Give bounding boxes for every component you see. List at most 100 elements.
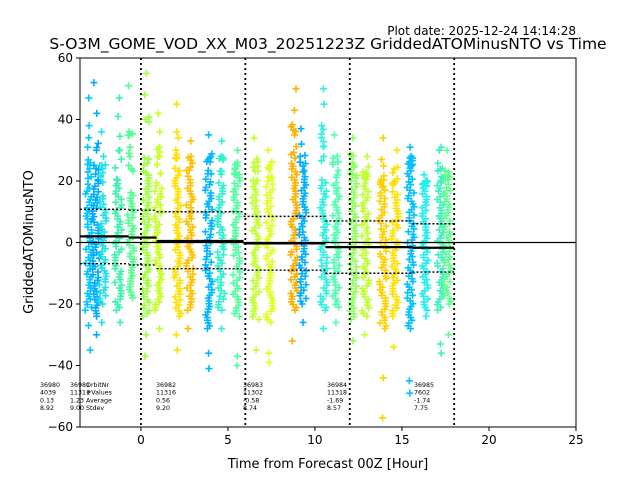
data-point bbox=[97, 128, 105, 136]
data-point bbox=[423, 193, 431, 201]
data-point bbox=[323, 254, 331, 262]
stripe bbox=[287, 85, 301, 345]
data-point bbox=[96, 289, 104, 297]
data-point bbox=[90, 202, 98, 210]
data-point bbox=[140, 161, 148, 169]
stripe bbox=[262, 146, 277, 366]
data-point bbox=[408, 157, 416, 165]
data-point bbox=[151, 204, 159, 212]
data-point bbox=[156, 128, 164, 136]
data-point bbox=[84, 143, 92, 151]
data-point bbox=[235, 210, 243, 218]
data-point bbox=[155, 220, 163, 228]
data-point bbox=[292, 142, 300, 150]
data-point bbox=[90, 79, 98, 87]
data-point bbox=[318, 122, 326, 130]
data-point bbox=[420, 171, 428, 179]
data-point bbox=[376, 250, 384, 258]
data-point bbox=[144, 276, 152, 284]
plot-date: Plot date: 2025-12-24 14:14:28 bbox=[387, 24, 576, 38]
data-point bbox=[320, 142, 328, 150]
data-point bbox=[403, 280, 411, 288]
data-point bbox=[140, 218, 148, 226]
x-tick-label: 0 bbox=[137, 433, 145, 447]
data-point bbox=[84, 168, 92, 176]
data-point bbox=[317, 157, 325, 165]
stat-text: 11302 bbox=[243, 390, 263, 397]
data-point bbox=[423, 276, 431, 284]
data-point bbox=[319, 325, 327, 333]
x-tick-label: 20 bbox=[481, 433, 496, 447]
data-point bbox=[112, 198, 120, 206]
stripe bbox=[388, 146, 402, 351]
data-point bbox=[418, 262, 426, 270]
data-point bbox=[145, 307, 153, 315]
data-point bbox=[125, 216, 133, 224]
data-point bbox=[406, 389, 414, 397]
data-point bbox=[187, 137, 195, 145]
data-point bbox=[433, 182, 441, 190]
stat-text: 8.74 bbox=[243, 405, 257, 412]
data-point bbox=[334, 184, 342, 192]
data-point bbox=[153, 161, 161, 169]
data-point bbox=[298, 270, 306, 278]
data-point bbox=[201, 228, 209, 236]
data-point bbox=[117, 155, 125, 163]
data-point bbox=[156, 262, 164, 270]
data-point bbox=[125, 161, 133, 169]
data-point bbox=[443, 146, 451, 154]
data-point bbox=[347, 285, 355, 293]
stat-text: 36982 bbox=[156, 382, 176, 389]
data-point bbox=[124, 131, 132, 139]
stat-text: 7602 bbox=[414, 390, 430, 397]
stripe bbox=[329, 131, 343, 326]
data-point bbox=[233, 293, 241, 301]
orbit-stats-36984: 36984 11318-1.698.57 bbox=[327, 382, 347, 412]
data-point bbox=[85, 94, 93, 102]
data-point bbox=[86, 346, 94, 354]
stripe bbox=[151, 109, 166, 333]
data-point bbox=[300, 234, 308, 242]
stripe bbox=[213, 137, 228, 333]
data-point bbox=[172, 331, 180, 339]
stat-text: 8.57 bbox=[327, 405, 341, 412]
data-point bbox=[381, 255, 389, 263]
data-point bbox=[329, 212, 337, 220]
data-point bbox=[390, 165, 398, 173]
data-point bbox=[111, 251, 119, 259]
data-point bbox=[352, 180, 360, 188]
data-point bbox=[129, 214, 137, 222]
data-point bbox=[418, 204, 426, 212]
stat-text: -0.58 bbox=[243, 397, 259, 404]
data-point bbox=[93, 331, 101, 339]
data-point bbox=[97, 173, 105, 181]
data-point bbox=[249, 176, 257, 184]
data-point bbox=[446, 173, 454, 181]
data-point bbox=[445, 200, 453, 208]
data-point bbox=[98, 318, 106, 326]
data-point bbox=[446, 294, 454, 302]
data-point bbox=[320, 152, 328, 160]
stat-text: OrbitNr bbox=[86, 382, 109, 389]
data-point bbox=[143, 287, 151, 295]
data-point bbox=[156, 325, 164, 333]
data-point bbox=[253, 263, 261, 271]
data-point bbox=[173, 154, 181, 162]
data-point bbox=[287, 248, 295, 256]
data-point bbox=[379, 374, 387, 382]
data-point bbox=[144, 199, 152, 207]
data-point bbox=[358, 232, 366, 240]
data-point bbox=[393, 260, 401, 268]
data-point bbox=[233, 362, 241, 369]
data-point bbox=[219, 295, 227, 303]
data-point bbox=[94, 188, 102, 196]
data-point bbox=[444, 331, 452, 339]
data-point bbox=[424, 295, 432, 303]
data-point bbox=[124, 82, 132, 90]
data-point bbox=[301, 189, 309, 197]
data-point bbox=[292, 85, 300, 93]
data-point bbox=[139, 213, 147, 221]
data-point bbox=[382, 222, 390, 230]
data-point bbox=[364, 235, 372, 243]
data-point bbox=[300, 166, 308, 174]
